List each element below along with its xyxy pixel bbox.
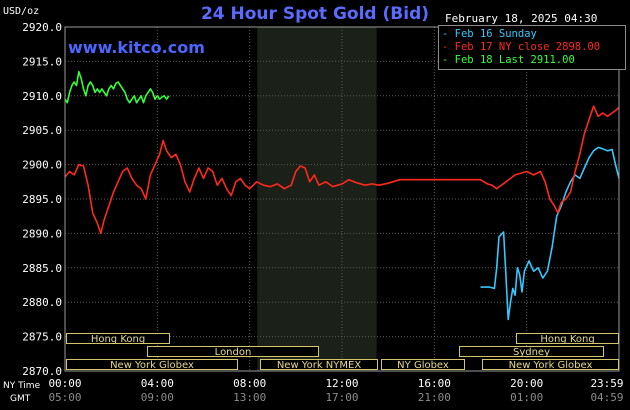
series-line-1: [64, 105, 620, 235]
x-tick-label-ny: 23:59: [590, 377, 623, 390]
y-tick-labels: 2920.0 2915.0 2910.0 2905.0 2900.0 2895.0 2890…: [22, 21, 62, 378]
session-sydney: Sydney: [459, 346, 604, 358]
x-tick-label-gmt: 05:00: [48, 391, 81, 404]
series-line-0: [480, 146, 620, 321]
x-tick-label-ny: 08:00: [233, 377, 266, 390]
x-tick-label-ny: 16:00: [418, 377, 451, 390]
session-new-york-globex-right: New York Globex: [482, 359, 619, 371]
y-tick-label: 2890.0: [22, 227, 62, 240]
y-unit-label: USD/oz: [3, 6, 40, 17]
y-tick-label: 2885.0: [22, 262, 62, 275]
x-tick-label-ny: 20:00: [510, 377, 543, 390]
ny-time-row-label: NY Time: [3, 381, 41, 391]
x-tick-label-gmt: 04:59: [590, 391, 623, 404]
y-tick-label: 2920.0: [22, 21, 62, 34]
session-london: London: [147, 346, 319, 358]
y-tick-label: 2895.0: [22, 193, 62, 206]
brand-link[interactable]: www.kitco.com: [68, 38, 205, 57]
session-ny-globex: NY Globex: [381, 359, 465, 371]
series-line-2: [64, 70, 170, 104]
session-hong-kong-left: Hong Kong: [66, 333, 170, 345]
legend-entry-feb16: - Feb 16 Sunday: [442, 28, 537, 40]
y-tick-label: 2900.0: [22, 159, 62, 172]
y-tick-label: 2905.0: [22, 124, 62, 137]
gmt-row-label: GMT: [10, 394, 31, 404]
y-tick-label: 2910.0: [22, 90, 62, 103]
legend-entry-feb18: - Feb 18 Last 2911.00: [442, 54, 575, 66]
session-new-york-globex-left: New York Globex: [66, 359, 238, 371]
x-tick-label-gmt: 13:00: [233, 391, 266, 404]
plot-frame: [64, 26, 620, 372]
y-tick-label: 2880.0: [22, 296, 62, 309]
legend: - Feb 16 Sunday - Feb 17 NY close 2898.0…: [438, 25, 626, 70]
x-tick-label-gmt: 21:00: [418, 391, 451, 404]
chart-title: 24 Hour Spot Gold (Bid): [200, 4, 430, 24]
session-hong-kong-right: Hong Kong: [516, 333, 619, 345]
x-tick-label-gmt: 01:00: [510, 391, 543, 404]
y-tick-label: 2870.0: [22, 365, 62, 378]
x-tick-label-ny: 12:00: [325, 377, 358, 390]
series-lines: [64, 70, 620, 321]
x-tick-label-gmt: 09:00: [141, 391, 174, 404]
session-new-york-nymex: New York NYMEX: [260, 359, 378, 371]
x-tick-label-ny: 04:00: [141, 377, 174, 390]
legend-entry-feb17: - Feb 17 NY close 2898.00: [442, 41, 601, 53]
y-tick-label: 2915.0: [22, 55, 62, 68]
x-tick-label-ny: 00:00: [48, 377, 81, 390]
datestamp: February 18, 2025 04:30: [445, 12, 598, 25]
y-tick-label: 2875.0: [22, 331, 62, 344]
x-tick-label-gmt: 17:00: [325, 391, 358, 404]
